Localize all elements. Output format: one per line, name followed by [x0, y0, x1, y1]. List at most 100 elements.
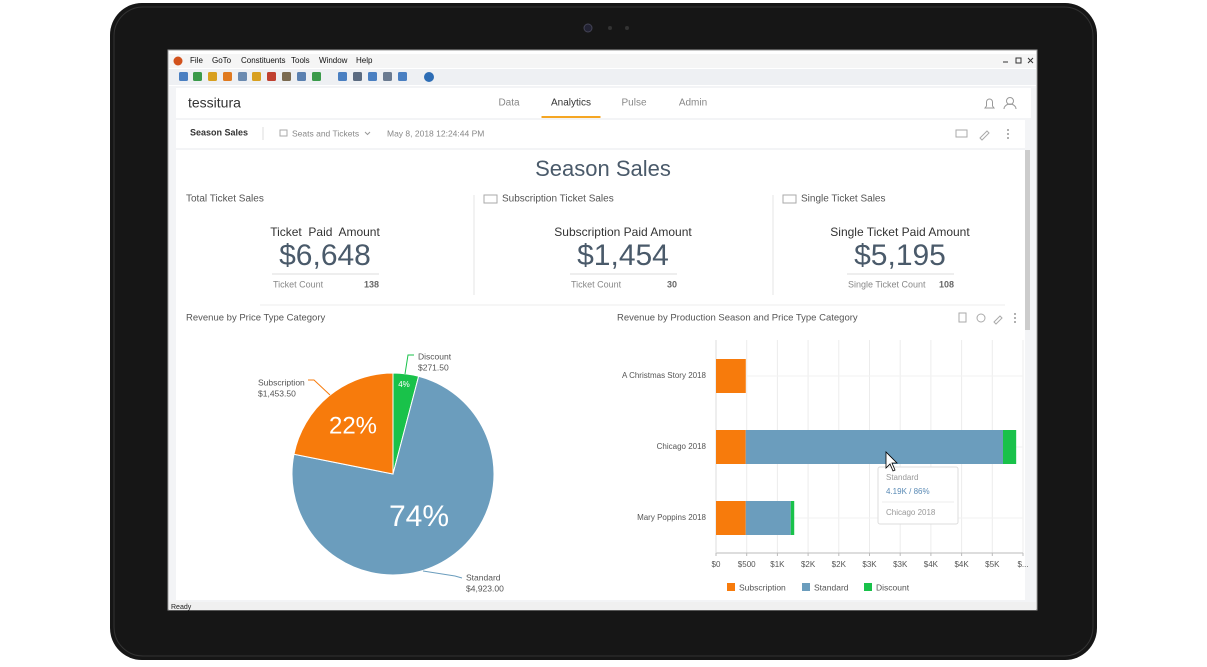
legend-label: Standard: [814, 582, 849, 592]
menu-item[interactable]: GoTo: [212, 56, 232, 65]
restore[interactable]: [1015, 57, 1022, 64]
app-header: [176, 88, 1031, 118]
leader-line: [422, 570, 463, 579]
sensor: [625, 26, 629, 30]
menu-item[interactable]: Tools: [291, 56, 310, 65]
toolbar-button[interactable]: [368, 72, 377, 81]
menu-item[interactable]: File: [190, 56, 203, 65]
toolbar-button[interactable]: [383, 72, 392, 81]
bar-segment: [790, 501, 795, 535]
legend-swatch: [864, 583, 872, 591]
slice-value: $4,923.00: [466, 583, 504, 593]
x-tick-label: $4K: [954, 560, 969, 569]
nav-tab[interactable]: Admin: [679, 98, 707, 109]
legend-label: Subscription: [739, 582, 786, 592]
x-tick-label: $0: [712, 560, 721, 569]
toolbar-button[interactable]: [353, 72, 362, 81]
help-button[interactable]: [424, 72, 434, 82]
chart-title: Revenue by Price Type Category: [186, 313, 325, 324]
kpi-label: Subscription Paid Amount: [554, 225, 692, 239]
toolbar-button[interactable]: [193, 72, 202, 81]
view-icon: [279, 129, 288, 137]
chart-title: Revenue by Production Season and Price T…: [617, 313, 858, 324]
x-tick-label: $500: [738, 560, 756, 569]
menu-bar: [169, 54, 1036, 68]
nav-tab[interactable]: Data: [498, 98, 520, 109]
x-tick-label: $3K: [862, 560, 877, 569]
bar-segment: [1002, 430, 1017, 464]
app-icon: [173, 56, 183, 66]
status-text: Ready: [171, 604, 192, 611]
panel-icon: [483, 194, 498, 204]
active-tab-indicator: [541, 116, 601, 118]
menu-item[interactable]: Help: [356, 56, 373, 65]
tooltip-value: 4.19K / 86%: [886, 487, 930, 496]
slice-percent: 4%: [398, 380, 410, 389]
nav-tab[interactable]: Pulse: [621, 98, 646, 109]
sensor: [608, 26, 612, 30]
toolbar-button[interactable]: [267, 72, 276, 81]
legend-swatch: [727, 583, 735, 591]
y-tick-label: A Christmas Story 2018: [622, 371, 707, 380]
panel-title: Total Ticket Sales: [186, 194, 264, 205]
logo: tessitura: [188, 95, 241, 111]
toolbar-button[interactable]: [398, 72, 407, 81]
menu-item[interactable]: Window: [319, 56, 348, 65]
bar-segment: [716, 430, 746, 464]
more-icon[interactable]: [1007, 129, 1009, 139]
pie-slice: [291, 375, 495, 576]
y-tick-label: Chicago 2018: [657, 442, 707, 451]
subheader-title: Season Sales: [190, 127, 248, 137]
toolbar-button[interactable]: [312, 72, 321, 81]
toolbar-button[interactable]: [297, 72, 306, 81]
timestamp: May 8, 2018 12:24:44 PM: [387, 128, 484, 138]
dynamic-content: File GoTo Constituents Tools Window Help Data A…: [186, 56, 1029, 593]
bar-segment: [745, 430, 1003, 464]
x-tick-label: $1K: [770, 560, 785, 569]
notifications-icon[interactable]: [984, 98, 995, 109]
subheader: [176, 120, 1025, 148]
x-tick-label: $2K: [832, 560, 847, 569]
x-tick-label: $2K: [801, 560, 816, 569]
legend-label: Discount: [876, 582, 910, 592]
camera: [583, 23, 593, 33]
kpi-value: $1,454: [577, 239, 669, 272]
y-tick-label: Mary Poppins 2018: [637, 513, 706, 522]
kpi-count: 30: [667, 279, 677, 289]
toolbar-button[interactable]: [179, 72, 188, 81]
leader-line: [308, 379, 331, 396]
user-icon-body[interactable]: [1003, 103, 1017, 110]
legend-swatch: [802, 583, 810, 591]
toolbar-button[interactable]: [208, 72, 217, 81]
x-tick-label: $4K: [924, 560, 939, 569]
more-icon[interactable]: [1014, 313, 1016, 323]
menu-item[interactable]: Constituents: [241, 56, 285, 65]
edit-icon[interactable]: [979, 130, 990, 141]
info-icon[interactable]: [976, 313, 986, 323]
toolbar-button[interactable]: [223, 72, 232, 81]
pdf-icon[interactable]: [955, 129, 968, 138]
toolbar-button[interactable]: [282, 72, 291, 81]
toolbar-button[interactable]: [238, 72, 247, 81]
dashboard: [176, 150, 1025, 600]
slice-value: $1,453.50: [258, 388, 296, 398]
export-icon[interactable]: [958, 312, 967, 323]
kpi-count-label: Ticket Count: [571, 279, 622, 289]
toolbar-button[interactable]: [252, 72, 261, 81]
tablet-bezel: [113, 6, 1094, 657]
nav-tab[interactable]: Analytics: [551, 98, 591, 109]
window-controls[interactable]: [1003, 57, 1034, 64]
pie-slice: [293, 372, 394, 475]
scrollbar[interactable]: [1025, 150, 1030, 330]
dashboard-title: Season Sales: [535, 156, 671, 181]
slice-label: Subscription: [258, 377, 305, 387]
bar-segment: [745, 501, 791, 535]
leader-line: [404, 354, 414, 375]
dropdown-caret[interactable]: [364, 131, 371, 136]
edit-icon[interactable]: [993, 315, 1003, 325]
toolbar-button[interactable]: [338, 72, 347, 81]
view-selector[interactable]: Seats and Tickets: [292, 128, 359, 138]
chart-tools[interactable]: [958, 312, 1003, 325]
close[interactable]: [1027, 57, 1034, 64]
